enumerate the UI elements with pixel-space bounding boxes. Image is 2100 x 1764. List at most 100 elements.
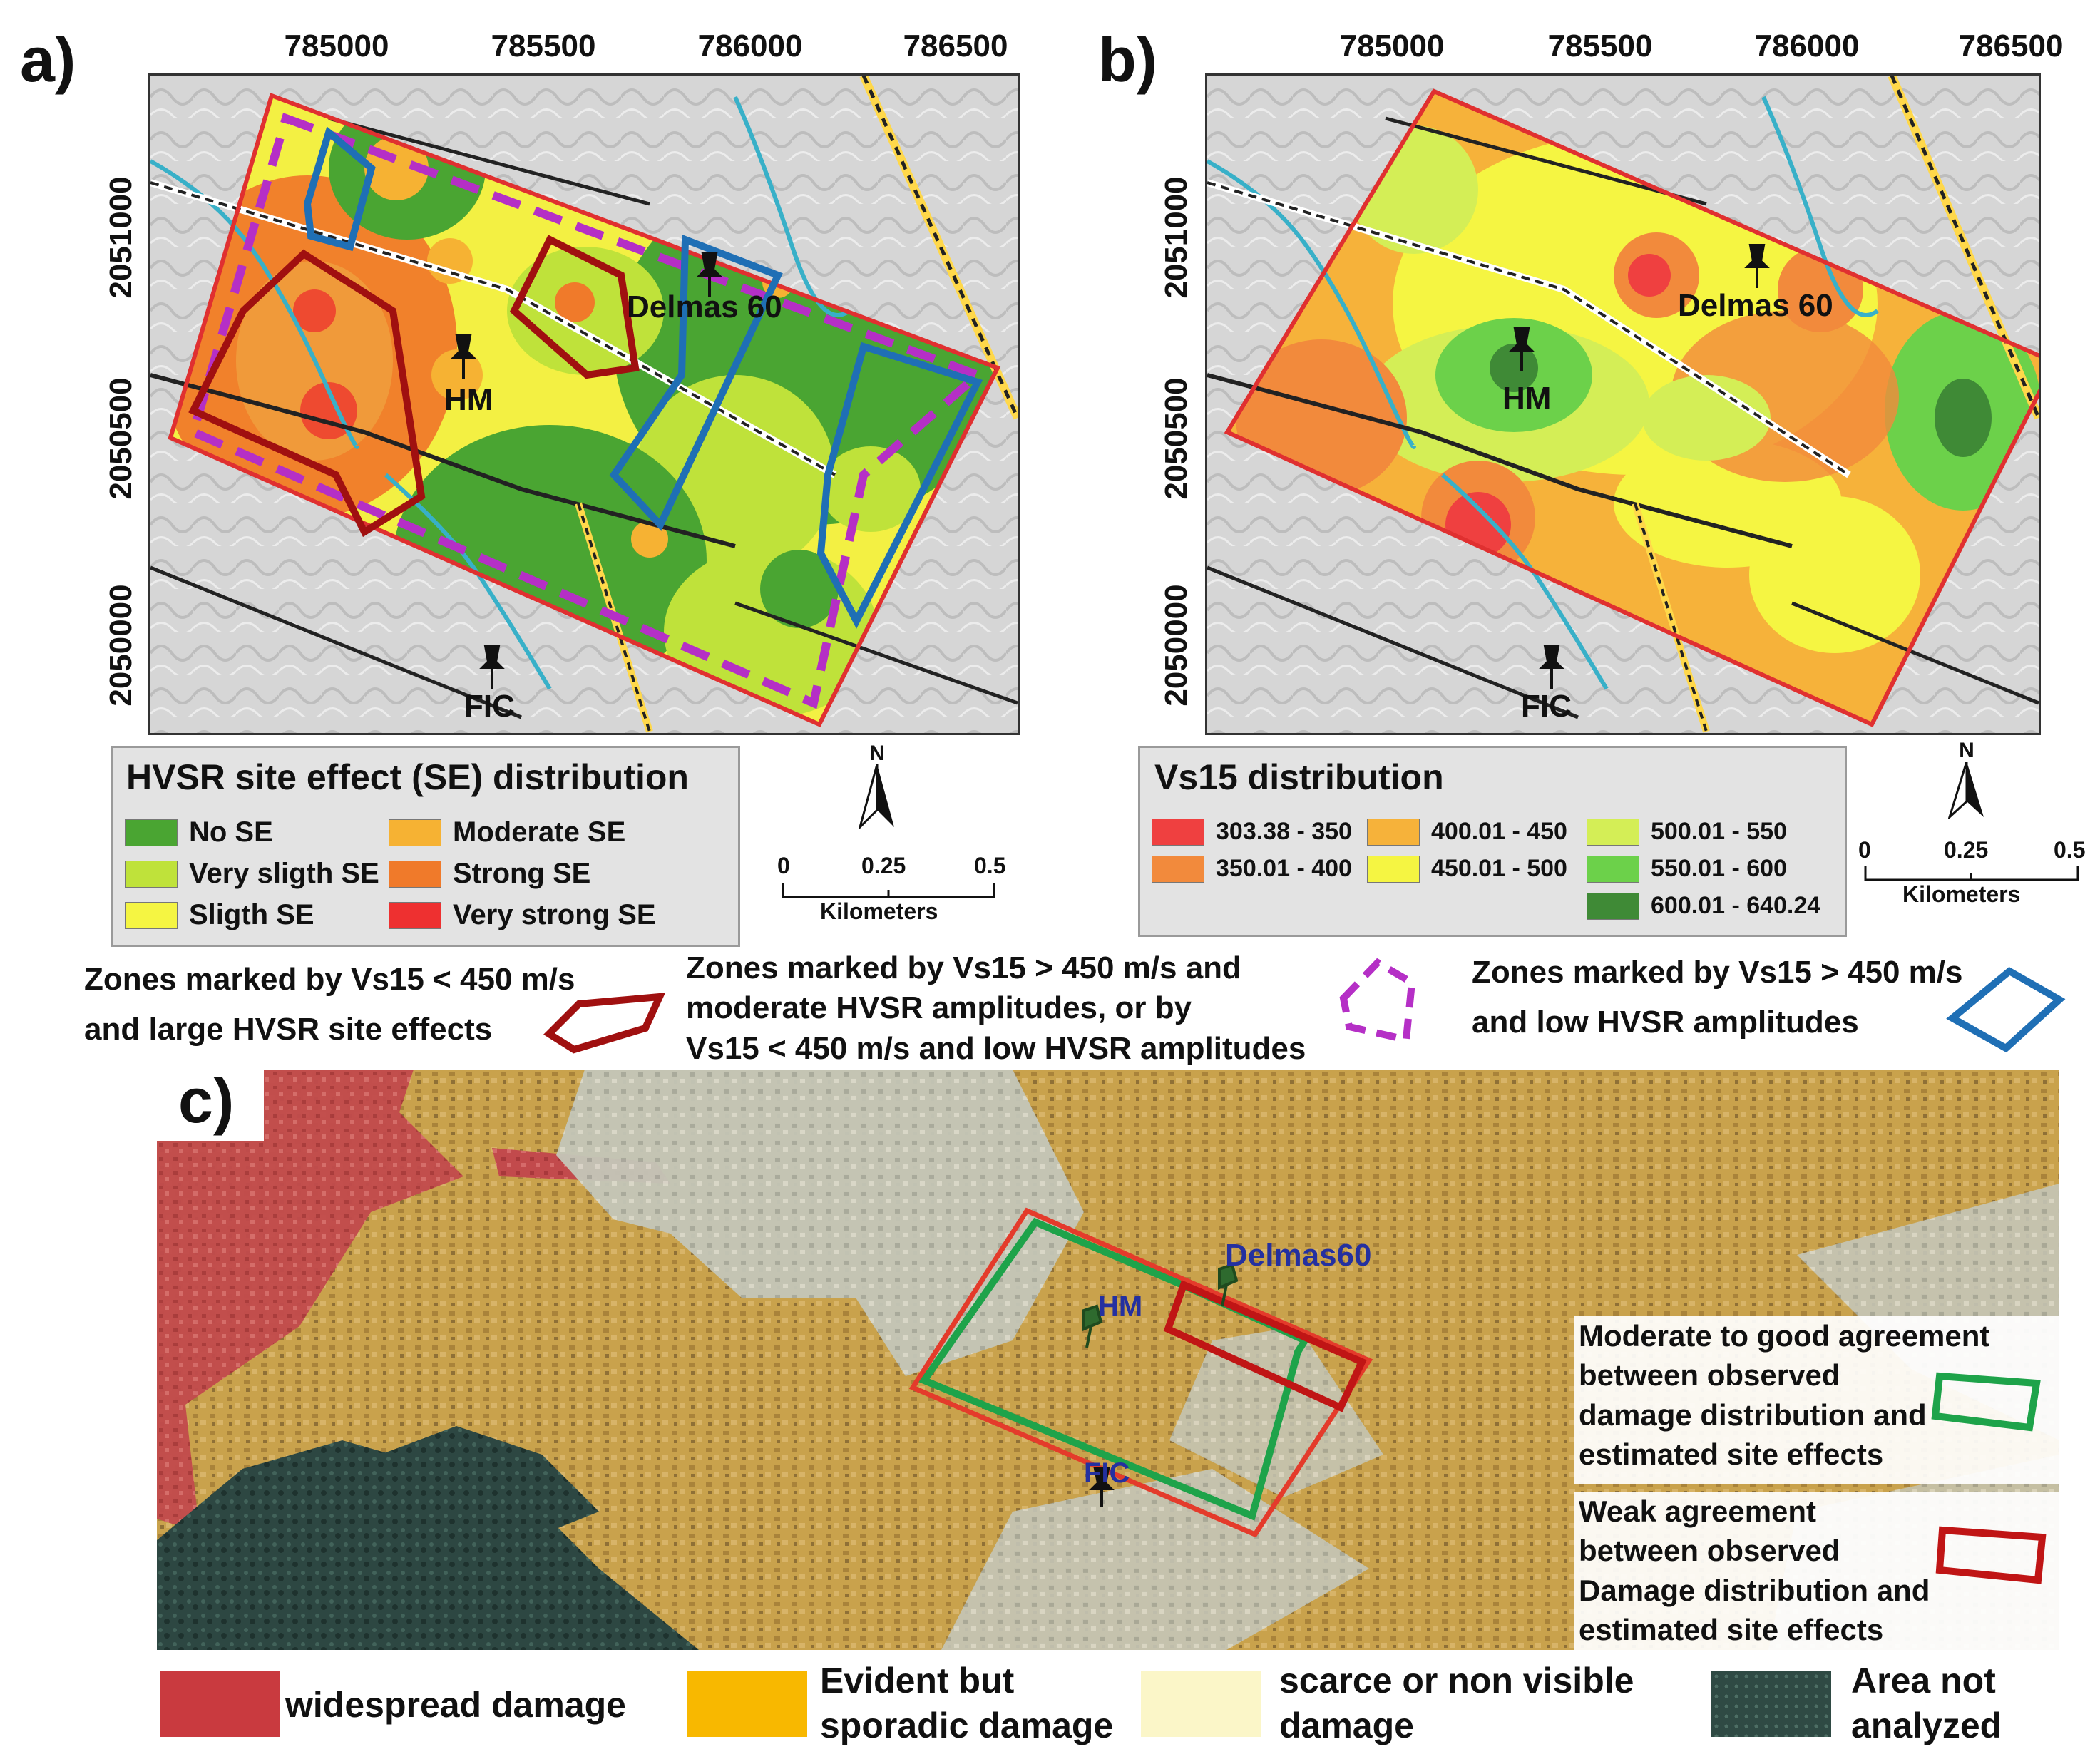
- legend-label: Moderate SE: [453, 816, 626, 848]
- blue-zone-symbol-icon: [1946, 966, 2066, 1053]
- damage-label: scarce or non visible damage: [1279, 1658, 1634, 1748]
- legend-item: No SE: [125, 816, 273, 848]
- place-label-fic: FIC: [1521, 689, 1572, 724]
- legend-swatch: [125, 819, 178, 846]
- legend-item: Moderate SE: [389, 816, 625, 848]
- damage-label: Area not analyzed: [1851, 1658, 2002, 1748]
- note-line: damage distribution and: [1579, 1398, 1927, 1432]
- scale-bar: [1864, 866, 2079, 881]
- legend-item: 400.01 - 450: [1367, 818, 1567, 846]
- north-arrow-icon: [859, 764, 894, 829]
- damage-swatch: [687, 1671, 807, 1737]
- legend-swatch: [389, 901, 441, 929]
- note-line: between observed: [1579, 1358, 1840, 1393]
- place-label-hm: HM: [1098, 1291, 1143, 1322]
- legend-label: Sligth SE: [189, 899, 314, 930]
- legend-swatch: [125, 860, 178, 888]
- note-line: moderate HVSR amplitudes, or by: [686, 990, 1192, 1026]
- scale-tick: 0.25: [1944, 837, 1989, 863]
- legend-item: Very sligth SE: [125, 858, 379, 890]
- vs15-legend-title: Vs15 distribution: [1154, 757, 1444, 797]
- legend-swatch: [389, 860, 441, 888]
- legend-label: No SE: [189, 816, 273, 848]
- x-tick: 785500: [491, 29, 596, 63]
- purple-zone-symbol-icon: [1339, 958, 1416, 1045]
- note-line: between observed: [1579, 1534, 1840, 1568]
- place-label-hm: HM: [1502, 381, 1552, 416]
- legend-item: 450.01 - 500: [1367, 855, 1567, 883]
- damage-map: Delmas60 HM FIC Moderate to good agreeme…: [157, 1070, 2059, 1650]
- good-agreement-symbol-icon: [1931, 1372, 2041, 1432]
- place-label-delmas: Delmas 60: [627, 289, 782, 324]
- north-label: N: [1959, 739, 1974, 762]
- note-line: Zones marked by Vs15 > 450 m/s and: [686, 950, 1241, 985]
- legend-swatch: [1367, 855, 1420, 883]
- legend-label: 600.01 - 640.24: [1651, 892, 1821, 919]
- vs15-legend: Vs15 distribution 303.38 - 350 400.01 - …: [1138, 746, 1847, 937]
- damage-label-line: sporadic damage: [820, 1705, 1114, 1745]
- place-label-delmas: Delmas 60: [1678, 288, 1833, 323]
- legend-label: 550.01 - 600: [1651, 855, 1787, 882]
- legend-label: 350.01 - 400: [1216, 855, 1352, 882]
- x-tick: 785500: [1547, 29, 1653, 63]
- legend-swatch: [1587, 855, 1639, 883]
- legend-item: 303.38 - 350: [1152, 818, 1352, 846]
- scale-tick: 0.5: [2054, 837, 2086, 863]
- damage-swatch: [1711, 1671, 1831, 1737]
- legend-label: 450.01 - 500: [1431, 855, 1567, 882]
- damage-swatch: [160, 1671, 280, 1737]
- x-tick: 785000: [1339, 29, 1445, 63]
- hvsr-legend: HVSR site effect (SE) distribution No SE…: [111, 746, 740, 947]
- scale-unit: Kilometers: [1902, 881, 2021, 907]
- damage-swatch: [1141, 1671, 1261, 1737]
- x-tick: 785000: [284, 29, 389, 63]
- legend-label: 500.01 - 550: [1651, 818, 1787, 845]
- place-label-fic: FIC: [464, 689, 515, 724]
- note-line: and large HVSR site effects: [84, 1012, 493, 1047]
- place-label-fic: FIC: [1084, 1457, 1130, 1489]
- x-tick: 786000: [697, 29, 803, 63]
- legend-item: 350.01 - 400: [1152, 855, 1352, 883]
- hvsr-legend-title: HVSR site effect (SE) distribution: [126, 757, 689, 797]
- place-label-hm: HM: [444, 382, 493, 417]
- damage-label-line: Evident but: [820, 1661, 1015, 1701]
- hvsr-map-svg: [150, 76, 1018, 733]
- panel-c-letter: c): [178, 1065, 235, 1136]
- damage-label-line: scarce or non visible: [1279, 1661, 1634, 1701]
- note-line: Weak agreement: [1579, 1494, 1817, 1528]
- vs15-map: Delmas 60 HM FIC: [1205, 73, 2041, 735]
- x-tick: 786000: [1754, 29, 1860, 63]
- damage-label-line: widespread damage: [285, 1685, 626, 1725]
- note-line: estimated site effects: [1579, 1437, 1884, 1472]
- legend-swatch: [1587, 818, 1639, 846]
- legend-swatch: [125, 901, 178, 929]
- legend-label: Very sligth SE: [189, 858, 379, 889]
- note-line: Damage distribution and: [1579, 1573, 1930, 1607]
- y-tick: 2050500: [103, 377, 138, 500]
- legend-item: Strong SE: [389, 858, 590, 890]
- weak-agreement-legend: Weak agreement between observed Damage d…: [1574, 1492, 2059, 1650]
- legend-label: Very strong SE: [453, 899, 656, 930]
- vs15-map-svg: [1207, 76, 2039, 733]
- legend-label: 303.38 - 350: [1216, 818, 1352, 845]
- damage-label-line: analyzed: [1851, 1705, 2002, 1745]
- note-purple-zones: Zones marked by Vs15 > 450 m/s and moder…: [686, 948, 1306, 1069]
- note-red-zones: Zones marked by Vs15 < 450 m/s and large…: [84, 960, 575, 1050]
- y-tick: 2050000: [103, 584, 138, 707]
- y-tick: 2050500: [1159, 377, 1194, 500]
- legend-label: Strong SE: [453, 858, 591, 889]
- legend-label: 400.01 - 450: [1431, 818, 1567, 845]
- note-line: and low HVSR amplitudes: [1472, 1005, 1859, 1040]
- scale-tick: 0: [1858, 837, 1871, 863]
- note-line: Moderate to good agreement: [1579, 1319, 1990, 1353]
- north-label: N: [869, 742, 885, 765]
- weak-agreement-symbol-icon: [1935, 1526, 2047, 1584]
- note-line: Zones marked by Vs15 > 450 m/s: [1472, 955, 1963, 990]
- red-zone-symbol-icon: [543, 993, 666, 1054]
- scale-bar: [782, 883, 995, 898]
- scale-tick: 0.25: [861, 853, 906, 878]
- weak-agreement-note: Weak agreement between observed Damage d…: [1579, 1492, 1930, 1650]
- panel-a-letter: a): [20, 24, 76, 95]
- legend-item: Sligth SE: [125, 899, 314, 931]
- legend-swatch: [1152, 855, 1204, 883]
